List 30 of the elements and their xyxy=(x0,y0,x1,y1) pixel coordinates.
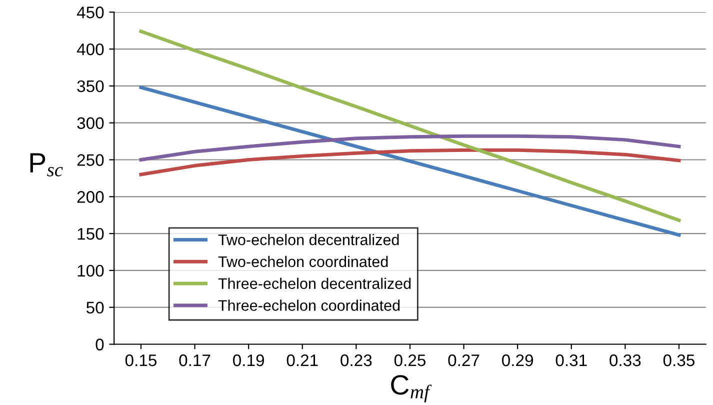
y-tick-label: 0 xyxy=(96,338,104,350)
y-tick-label: 100 xyxy=(78,264,104,277)
y-tick-label: 250 xyxy=(77,154,104,166)
y-tick-label: 300 xyxy=(77,117,104,130)
y-tick-label: 200 xyxy=(77,191,104,203)
x-tick-label: 0.19 xyxy=(233,354,264,366)
legend-label: Two-echelon decentralized xyxy=(218,234,399,246)
y-tick-label: 350 xyxy=(77,80,104,92)
y-tick-label: 450 xyxy=(76,6,104,18)
y-tick-label: 400 xyxy=(76,43,104,56)
line-series xyxy=(139,30,681,222)
y-tick-label: 50 xyxy=(86,302,104,314)
x-tick-label: 0.15 xyxy=(125,354,156,366)
x-tick-label: 0.31 xyxy=(556,354,587,366)
x-tick-label: 0.23 xyxy=(340,354,372,366)
x-tick-label: 0.17 xyxy=(179,354,210,366)
x-axis-title: C$_{mf}$ xyxy=(391,375,432,402)
y-axis-title: P$_{sc}$ xyxy=(30,153,63,176)
x-tick-label: 0.25 xyxy=(394,354,426,366)
x-tick-label: 0.21 xyxy=(286,354,318,366)
x-tick-label: 0.35 xyxy=(663,354,694,366)
legend-label: Three-echelon decentralized xyxy=(218,278,411,289)
x-tick-label: 0.33 xyxy=(610,354,641,366)
line-series xyxy=(139,134,681,162)
legend-label: Three-echelon coordinated xyxy=(218,300,400,311)
x-tick-label: 0.29 xyxy=(502,354,534,366)
legend-label: Two-echelon coordinated xyxy=(218,256,388,268)
x-tick-label: 0.27 xyxy=(448,354,480,366)
line-series xyxy=(139,148,681,176)
y-tick-label: 150 xyxy=(78,228,104,240)
